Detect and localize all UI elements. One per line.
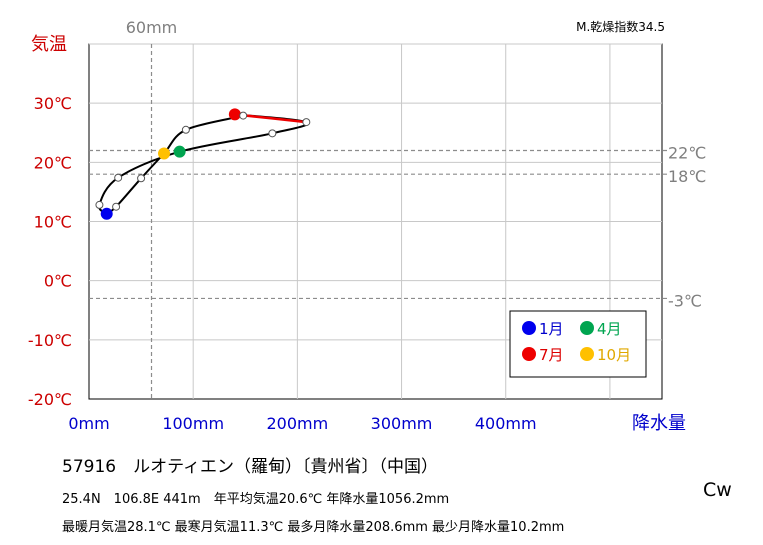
station-title: 57916 ルオティエン（羅甸）〔貴州省〕（中国） (62, 457, 439, 477)
x-tick-label: 200mm (267, 414, 329, 433)
reference-label-60mm: 60mm (126, 18, 178, 37)
legend-marker-7 (522, 347, 536, 361)
legend-box (509, 310, 647, 378)
legend-label-1: 1月 (539, 320, 564, 338)
y-tick-label: 20℃ (34, 153, 72, 172)
x-tick-label: 0mm (68, 414, 109, 433)
reference-lines: 60mm 22℃ 18℃ -3℃ (89, 18, 706, 399)
month-point-12 (112, 202, 121, 211)
reference-label-temp: 18℃ (668, 167, 706, 186)
tick-labels: 30℃ 20℃ 10℃ 0℃ -10℃ -20℃ 0mm 100mm 200mm 300mm 400… (28, 94, 537, 433)
month-point-6 (302, 118, 311, 127)
legend: 1月 4月 7月 10月 (509, 310, 647, 378)
legend-marker-1 (522, 321, 536, 335)
y-axis-title: 気温 (31, 34, 67, 55)
y-tick-label: -20℃ (28, 390, 72, 409)
month-point-8 (239, 111, 248, 120)
legend-label-7: 7月 (539, 346, 564, 364)
month-point-4 (173, 145, 186, 158)
x-tick-label: 100mm (162, 414, 224, 433)
month-point-10 (158, 147, 171, 160)
y-tick-label: 0℃ (44, 272, 72, 291)
month-point-1 (100, 207, 113, 220)
climate-type: Cw (703, 479, 732, 501)
month-point-2 (95, 200, 104, 209)
legend-marker-10 (580, 347, 594, 361)
dryness-index: M.乾燥指数34.5 (576, 19, 665, 34)
month-point-9 (181, 125, 190, 134)
month-point-3 (114, 173, 123, 182)
month-points (95, 108, 311, 220)
reference-label-temp: 22℃ (668, 144, 706, 163)
y-tick-label: 30℃ (34, 94, 72, 113)
legend-marker-4 (580, 321, 594, 335)
station-summary-line2: 最暖月気温28.1℃ 最寒月気温11.3℃ 最多月降水量208.6mm 最少月降… (62, 520, 565, 535)
month-point-7 (228, 108, 241, 121)
x-tick-label: 300mm (371, 414, 433, 433)
station-summary-line1: 25.4N 106.8E 441m 年平均気温20.6℃ 年降水量1056.2m… (62, 492, 450, 507)
legend-label-4: 4月 (597, 320, 622, 338)
reference-label-temp: -3℃ (668, 291, 702, 310)
x-tick-label: 400mm (475, 414, 537, 433)
month-point-11 (137, 174, 146, 183)
y-tick-label: 10℃ (34, 213, 72, 232)
month-point-5 (268, 129, 277, 138)
y-tick-label: -10℃ (28, 331, 72, 350)
legend-label-10: 10月 (597, 346, 631, 364)
climograph: 60mm 22℃ 18℃ -3℃ 30℃ 20℃ 10℃ 0℃ -10℃ -20℃ 0mm 100m… (28, 18, 706, 434)
x-axis-title: 降水量 (632, 413, 686, 434)
